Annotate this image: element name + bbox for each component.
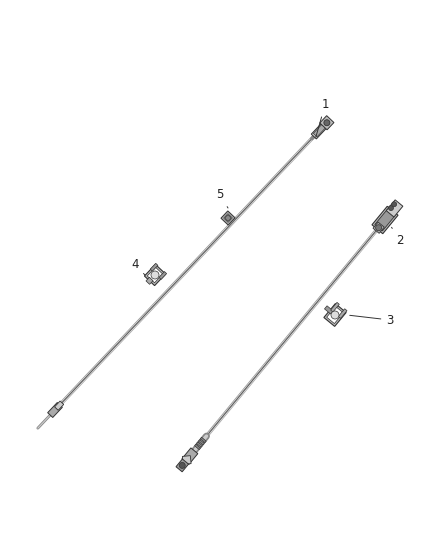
Circle shape	[376, 225, 381, 231]
Polygon shape	[194, 444, 201, 450]
Circle shape	[389, 206, 393, 211]
Polygon shape	[200, 437, 206, 443]
Circle shape	[392, 201, 397, 207]
Polygon shape	[146, 277, 153, 284]
Polygon shape	[325, 306, 333, 314]
Polygon shape	[145, 264, 166, 286]
Polygon shape	[373, 222, 384, 233]
Polygon shape	[375, 209, 395, 231]
Circle shape	[324, 120, 330, 126]
Polygon shape	[224, 214, 232, 222]
Polygon shape	[147, 267, 163, 283]
Polygon shape	[198, 440, 204, 445]
Polygon shape	[159, 271, 166, 279]
Polygon shape	[176, 459, 188, 472]
Text: 5: 5	[216, 189, 228, 208]
Polygon shape	[324, 304, 346, 326]
Circle shape	[179, 463, 185, 469]
Polygon shape	[150, 263, 158, 271]
Circle shape	[151, 271, 159, 279]
Polygon shape	[313, 123, 327, 137]
Polygon shape	[182, 456, 191, 464]
Polygon shape	[197, 442, 202, 447]
Polygon shape	[386, 200, 403, 217]
Polygon shape	[221, 211, 235, 225]
Polygon shape	[338, 309, 347, 318]
Polygon shape	[320, 116, 334, 130]
Polygon shape	[311, 121, 329, 139]
Polygon shape	[331, 302, 339, 312]
Polygon shape	[48, 402, 62, 417]
Polygon shape	[372, 206, 398, 233]
Polygon shape	[55, 401, 64, 410]
Circle shape	[226, 215, 230, 221]
Polygon shape	[327, 306, 343, 324]
Text: 1: 1	[316, 99, 329, 138]
Text: 2: 2	[392, 227, 404, 246]
Text: 3: 3	[350, 313, 394, 327]
Text: 4: 4	[131, 259, 145, 275]
Circle shape	[331, 311, 339, 319]
Polygon shape	[182, 448, 198, 464]
